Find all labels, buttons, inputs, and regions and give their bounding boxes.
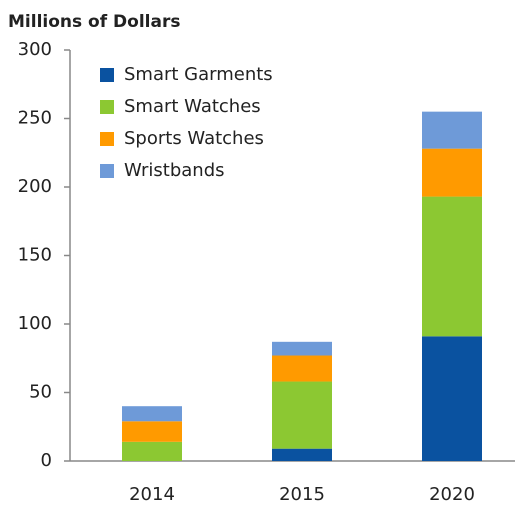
bar-segment bbox=[272, 341, 332, 356]
bar-segment bbox=[272, 355, 332, 382]
bar-segment bbox=[272, 448, 332, 461]
x-tick-label: 2014 bbox=[129, 484, 175, 505]
x-tick-label: 2015 bbox=[279, 484, 325, 505]
bar-segment bbox=[422, 336, 482, 461]
y-tick-label: 200 bbox=[18, 176, 52, 197]
x-tick-label: 2020 bbox=[429, 484, 475, 505]
y-tick-label: 250 bbox=[18, 108, 52, 129]
legend-swatch bbox=[100, 164, 114, 178]
legend-swatch bbox=[100, 68, 114, 82]
y-tick-label: 50 bbox=[29, 382, 52, 403]
bar-segment bbox=[272, 381, 332, 449]
bar-segment bbox=[422, 148, 482, 197]
legend-label: Wristbands bbox=[124, 160, 225, 181]
bar-segment bbox=[122, 441, 182, 461]
legend-label: Smart Garments bbox=[124, 64, 273, 85]
legend-swatch bbox=[100, 100, 114, 114]
legend-label: Smart Watches bbox=[124, 96, 261, 117]
bar-segment bbox=[422, 111, 482, 149]
y-tick-label: 300 bbox=[18, 39, 52, 60]
bar-segment bbox=[122, 406, 182, 422]
y-tick-label: 150 bbox=[18, 245, 52, 266]
bar-segment bbox=[422, 196, 482, 337]
y-tick-label: 0 bbox=[41, 450, 52, 471]
bar-segment bbox=[122, 421, 182, 442]
chart-title: Millions of Dollars bbox=[8, 12, 180, 32]
legend-swatch bbox=[100, 132, 114, 146]
y-tick-label: 100 bbox=[18, 313, 52, 334]
legend-label: Sports Watches bbox=[124, 128, 264, 149]
